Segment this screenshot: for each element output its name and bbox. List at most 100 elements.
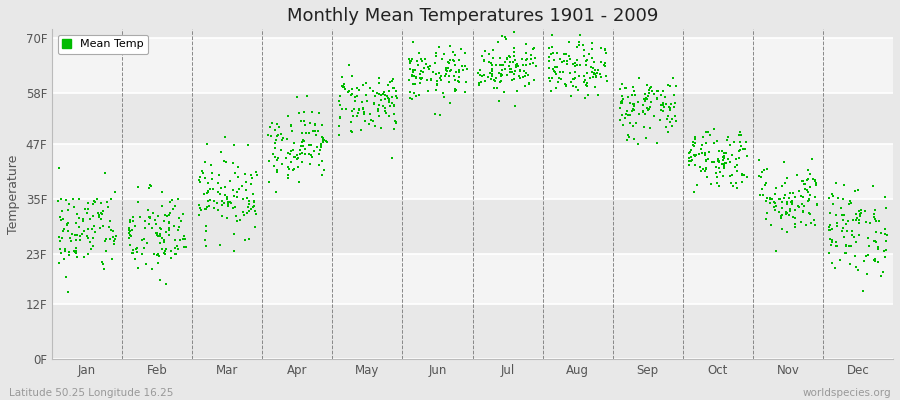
Point — [874, 230, 888, 236]
Point — [313, 143, 328, 150]
Point — [758, 182, 772, 188]
Point — [340, 89, 355, 96]
Point — [54, 250, 68, 256]
Point — [586, 65, 600, 71]
Point — [716, 156, 731, 163]
Point — [199, 222, 213, 229]
Point — [434, 77, 448, 83]
Point — [511, 62, 526, 69]
Point — [570, 57, 584, 64]
Point — [804, 210, 818, 217]
Point — [575, 42, 590, 48]
Point — [150, 230, 165, 236]
Point — [705, 159, 719, 166]
Point — [859, 218, 873, 225]
Point — [236, 209, 250, 216]
Point — [664, 116, 679, 122]
Point — [560, 61, 574, 68]
Point — [437, 72, 452, 79]
Point — [308, 122, 322, 128]
Point — [713, 169, 727, 175]
Point — [285, 166, 300, 173]
Point — [204, 175, 219, 182]
Point — [698, 150, 712, 156]
Point — [200, 189, 214, 196]
Point — [635, 102, 650, 108]
Point — [598, 50, 613, 57]
Point — [240, 142, 255, 148]
Point — [625, 92, 639, 98]
Point — [319, 138, 333, 144]
Point — [825, 239, 840, 245]
Point — [732, 132, 746, 138]
Point — [644, 125, 658, 132]
Point — [298, 145, 312, 152]
Point — [336, 83, 350, 90]
Point — [56, 228, 70, 234]
Point — [730, 184, 744, 191]
Point — [421, 64, 436, 70]
Point — [716, 153, 731, 160]
Point — [434, 73, 448, 79]
Point — [868, 216, 883, 222]
Point — [640, 107, 654, 114]
Point — [562, 53, 576, 60]
Point — [122, 235, 136, 241]
Point — [337, 81, 351, 87]
Point — [519, 62, 534, 68]
Point — [717, 160, 732, 166]
Point — [868, 258, 882, 264]
Point — [354, 127, 368, 133]
Point — [477, 57, 491, 64]
Point — [281, 164, 295, 170]
Point — [616, 122, 630, 128]
Point — [839, 250, 853, 256]
Point — [193, 205, 207, 211]
Point — [335, 105, 349, 112]
Point — [158, 248, 173, 254]
Point — [524, 56, 538, 62]
Point — [109, 232, 123, 239]
Point — [223, 200, 238, 206]
Point — [378, 105, 392, 112]
Point — [93, 224, 107, 231]
Point — [370, 90, 384, 96]
Point — [773, 213, 788, 219]
Point — [486, 47, 500, 53]
Point — [448, 86, 463, 92]
Point — [861, 243, 876, 250]
Point — [572, 39, 587, 46]
Point — [106, 238, 121, 244]
Point — [792, 188, 806, 194]
Point — [768, 191, 782, 198]
Point — [279, 155, 293, 161]
Point — [666, 75, 680, 81]
Point — [446, 49, 461, 55]
Point — [249, 169, 264, 176]
Point — [644, 84, 659, 90]
Point — [579, 81, 593, 88]
Point — [367, 93, 382, 99]
Point — [437, 51, 452, 58]
Point — [824, 241, 839, 248]
Point — [428, 50, 443, 57]
Point — [439, 66, 454, 72]
Point — [280, 136, 294, 142]
Point — [849, 217, 863, 224]
Point — [657, 94, 671, 100]
Point — [740, 153, 754, 159]
Point — [752, 157, 767, 164]
Point — [241, 198, 256, 205]
Point — [508, 102, 522, 109]
Point — [700, 174, 715, 180]
Point — [68, 245, 83, 251]
Point — [159, 281, 174, 287]
Point — [402, 95, 417, 101]
Point — [389, 120, 403, 126]
Point — [312, 110, 327, 116]
Point — [442, 78, 456, 85]
Point — [650, 140, 664, 146]
Point — [130, 249, 144, 255]
Point — [568, 75, 582, 82]
Point — [804, 220, 818, 226]
